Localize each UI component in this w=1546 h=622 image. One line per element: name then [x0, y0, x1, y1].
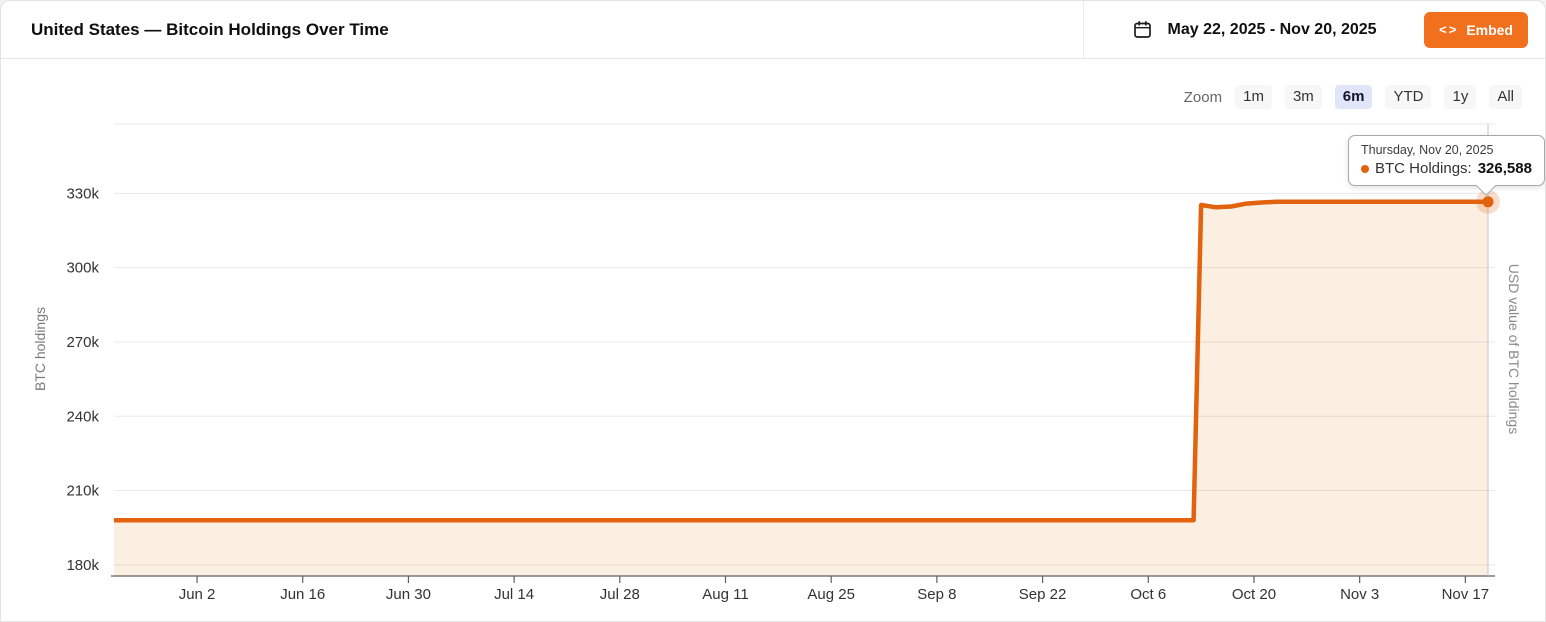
y-tick-label: 330k [66, 185, 99, 202]
embed-button[interactable]: <> Embed [1424, 11, 1528, 48]
date-range-picker[interactable]: May 22, 2025 - Nov 20, 2025 [1084, 19, 1424, 40]
zoom-button-all[interactable]: All [1489, 85, 1522, 109]
x-tick-label: Jun 30 [386, 586, 431, 603]
series-area [114, 201, 1488, 577]
tooltip-date: Thursday, Nov 20, 2025 [1361, 143, 1494, 157]
x-tick-label: Jul 28 [600, 586, 640, 603]
zoom-button-3m[interactable]: 3m [1284, 85, 1322, 109]
date-range-value: May 22, 2025 - Nov 20, 2025 [1167, 20, 1377, 38]
x-tick-label: Sep 22 [1019, 586, 1067, 603]
chart-tooltip: Thursday, Nov 20, 2025 BTC Holdings: 326… [1348, 135, 1545, 196]
x-tick-label: Jun 16 [280, 586, 325, 603]
x-tick-label: Jul 14 [494, 586, 534, 603]
y-tick-label: 210k [66, 483, 99, 500]
x-tick-label: Jun 2 [179, 586, 216, 603]
chart-area: Zoom 1m 3m 6m YTD 1y All 180k 210k 240k 270k 300k… [1, 59, 1546, 622]
x-axis-labels: Jun 2 Jun 16 Jun 30 Jul 14 Jul 28 Aug 11 Aug 2… [179, 586, 1489, 603]
header-right: May 22, 2025 - Nov 20, 2025 <> Embed [1083, 1, 1545, 58]
embed-button-label: Embed [1466, 21, 1513, 38]
code-icon: <> [1439, 22, 1459, 37]
x-tick-label: Oct 20 [1232, 586, 1276, 603]
zoom-button-ytd[interactable]: YTD [1385, 85, 1432, 109]
tooltip-value: 326,588 [1477, 160, 1532, 177]
zoom-button-6m[interactable]: 6m [1334, 85, 1373, 109]
y-tick-label: 300k [66, 260, 99, 277]
x-tick-label: Nov 17 [1442, 586, 1490, 603]
tooltip-series-label: BTC Holdings: [1375, 160, 1472, 177]
x-axis: Jun 2 Jun 16 Jun 30 Jul 14 Jul 28 Aug 11 Aug 2… [111, 575, 1495, 603]
series-line [114, 199, 1488, 523]
page-title: United States — Bitcoin Holdings Over Ti… [31, 19, 389, 39]
x-tick-label: Sep 8 [917, 586, 956, 603]
header: United States — Bitcoin Holdings Over Ti… [1, 1, 1545, 59]
left-axis-title: BTC holdings [32, 307, 48, 391]
y-tick-label: 240k [66, 408, 99, 425]
tooltip-series-row: BTC Holdings: 326,588 [1361, 160, 1532, 177]
series-bullet-icon [1361, 164, 1369, 173]
x-tick-label: Nov 3 [1340, 586, 1379, 603]
y-axis-labels: 180k 210k 240k 270k 300k 330k [66, 185, 99, 574]
calendar-icon [1132, 19, 1153, 40]
right-axis-title: USD value of BTC holdings [1506, 264, 1522, 434]
zoom-button-1y[interactable]: 1y [1444, 85, 1477, 109]
zoom-controls: Zoom 1m 3m 6m YTD 1y All [1184, 85, 1522, 109]
y-tick-label: 180k [66, 557, 99, 574]
zoom-label: Zoom [1183, 88, 1223, 106]
x-tick-label: Oct 6 [1130, 586, 1166, 603]
chart-canvas[interactable]: 180k 210k 240k 270k 300k 330k Jun 2 Jun 16 Jun 3… [1, 59, 1546, 622]
zoom-button-1m[interactable]: 1m [1235, 85, 1272, 109]
x-tick-label: Aug 25 [807, 586, 855, 603]
x-tick-label: Aug 11 [702, 586, 748, 603]
y-tick-label: 270k [66, 334, 99, 351]
marker-dot[interactable] [1482, 196, 1494, 208]
gridlines [114, 123, 1495, 566]
